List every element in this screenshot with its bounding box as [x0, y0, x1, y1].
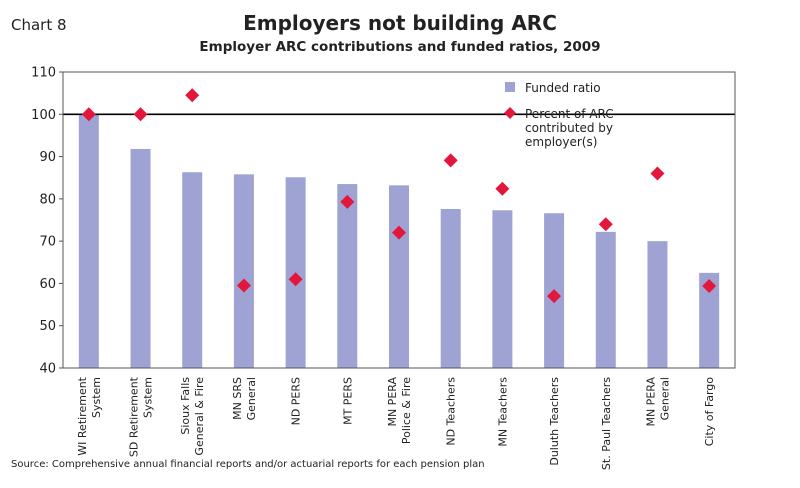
bar-funded-ratio [78, 114, 99, 369]
x-category-label-line: MN PERA [644, 377, 657, 427]
x-category-label-line: SD Retirement [128, 376, 141, 457]
x-category-label: Duluth Teachers [548, 377, 561, 466]
x-category-label-line: System [142, 377, 155, 418]
chart-title: Employers not building ARC [243, 11, 557, 35]
y-tick-label: 70 [39, 235, 56, 250]
legend-label-arc-line: contributed by [525, 121, 613, 135]
bar-funded-ratio [492, 210, 513, 368]
x-category-label-line: ND PERS [290, 377, 303, 425]
x-category-label: MN SRS General [231, 377, 258, 420]
bar-funded-ratio [647, 241, 668, 368]
bar-funded-ratio [233, 174, 254, 368]
legend-label-funded-ratio: Funded ratio [525, 81, 601, 95]
marker-arc-contribution [650, 166, 665, 181]
y-tick-label: 50 [39, 319, 56, 334]
x-category-label: City of Fargo [703, 377, 716, 447]
bar-funded-ratio [337, 184, 358, 368]
marker-arc-contribution [547, 289, 562, 304]
x-category-label-line: MN SRS [231, 377, 244, 420]
chart-label: Chart 8 [11, 16, 67, 34]
x-category-label-line: MN Teachers [496, 377, 509, 447]
x-category-label-line: General [245, 377, 258, 420]
legend-swatch-marker [504, 107, 516, 119]
marker-arc-contribution [598, 217, 613, 232]
x-category-label: St. Paul Teachers [600, 377, 613, 470]
marker-arc-contribution [236, 278, 251, 293]
y-tick-label: 80 [39, 192, 56, 207]
bars-layer [78, 114, 720, 369]
x-category-label-line: MT PERS [341, 377, 354, 425]
y-tick-label: 110 [31, 66, 56, 81]
legend-label-arc-line: Percent of ARC [525, 107, 614, 121]
x-category-label: Sioux Falls General & Fire [179, 377, 206, 456]
marker-arc-contribution [443, 153, 458, 168]
x-category-label-line: WI Retirement [76, 376, 89, 455]
y-tick-label: 100 [31, 108, 56, 123]
bar-funded-ratio [699, 272, 720, 368]
marker-arc-contribution [288, 272, 303, 287]
x-category-label-line: Police & Fire [400, 377, 413, 444]
x-category-label-line: Sioux Falls [179, 377, 192, 435]
marker-arc-contribution [392, 225, 406, 240]
x-category-label: MN PERA General [644, 377, 671, 427]
x-category-label: MN Teachers [496, 377, 509, 447]
chart-subtitle: Employer ARC contributions and funded ra… [199, 39, 601, 55]
legend-label-arc-line: employer(s) [525, 135, 597, 149]
bar-funded-ratio [389, 185, 409, 368]
marker-arc-contribution [133, 107, 148, 122]
marker-arc-contribution [340, 194, 355, 209]
x-category-label: MT PERS [341, 377, 354, 425]
legend-swatch-bar [505, 82, 515, 92]
x-category-label-line: General & Fire [193, 377, 206, 456]
x-category-label: WI Retirement System [76, 376, 103, 455]
x-category-label-line: ND Teachers [445, 377, 458, 446]
y-tick-label: 60 [39, 277, 56, 292]
x-category-label-line: General [658, 377, 671, 420]
y-tick-label: 90 [39, 150, 56, 165]
x-category-label-line: City of Fargo [703, 377, 716, 447]
bar-funded-ratio [130, 148, 151, 368]
marker-arc-contribution [185, 88, 200, 103]
marker-arc-contribution [495, 181, 510, 196]
x-category-label: SD Retirement System [128, 376, 155, 457]
y-tick-label: 40 [39, 362, 56, 377]
source-note: Source: Comprehensive annual financial r… [11, 459, 485, 470]
x-category-label-line: St. Paul Teachers [600, 377, 613, 470]
bar-funded-ratio [182, 172, 203, 368]
markers-layer [81, 88, 717, 304]
x-category-label: ND Teachers [445, 377, 458, 446]
x-category-label-line: Duluth Teachers [548, 377, 561, 466]
x-category-label-line: MN PERA [386, 377, 399, 427]
marker-arc-contribution [81, 107, 96, 122]
plot-frame [62, 71, 736, 369]
bar-funded-ratio [440, 209, 461, 368]
bar-funded-ratio [595, 231, 616, 368]
marker-arc-contribution [702, 278, 717, 293]
x-category-label: MN PERA Police & Fire [386, 377, 413, 445]
x-category-label: ND PERS [290, 377, 303, 425]
x-category-label-line: System [90, 377, 103, 418]
